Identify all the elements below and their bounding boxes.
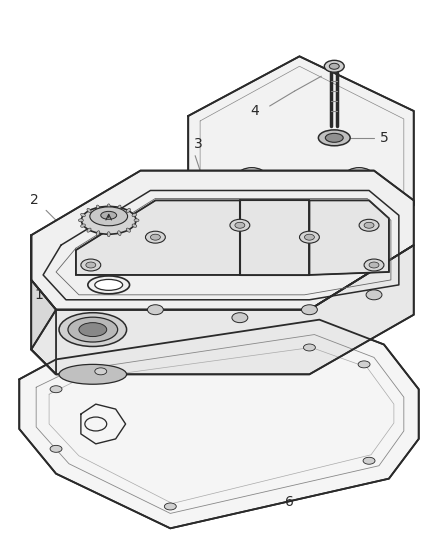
Ellipse shape (118, 231, 121, 236)
Ellipse shape (345, 168, 373, 183)
Ellipse shape (324, 60, 344, 72)
Ellipse shape (96, 231, 100, 236)
Ellipse shape (78, 219, 83, 222)
Ellipse shape (59, 365, 127, 384)
Ellipse shape (164, 503, 176, 510)
Ellipse shape (145, 231, 165, 243)
Text: 4: 4 (251, 104, 259, 118)
Ellipse shape (358, 361, 370, 368)
Text: 6: 6 (285, 495, 294, 508)
Ellipse shape (87, 228, 91, 232)
Ellipse shape (68, 317, 118, 342)
Ellipse shape (238, 168, 266, 183)
Ellipse shape (86, 262, 96, 268)
Ellipse shape (369, 262, 379, 268)
Ellipse shape (244, 171, 260, 180)
Ellipse shape (351, 171, 367, 180)
Ellipse shape (59, 313, 127, 346)
Ellipse shape (107, 204, 110, 209)
Ellipse shape (329, 63, 339, 69)
Text: 5: 5 (380, 131, 389, 145)
Ellipse shape (50, 446, 62, 453)
Ellipse shape (148, 305, 163, 314)
Ellipse shape (50, 386, 62, 393)
Ellipse shape (325, 133, 343, 142)
Ellipse shape (81, 206, 136, 234)
Ellipse shape (318, 130, 350, 146)
Ellipse shape (364, 259, 384, 271)
Ellipse shape (359, 219, 379, 231)
Polygon shape (240, 200, 309, 275)
Ellipse shape (300, 231, 319, 243)
Ellipse shape (134, 219, 139, 222)
Ellipse shape (304, 234, 314, 240)
Ellipse shape (364, 222, 374, 228)
Polygon shape (76, 200, 240, 275)
Polygon shape (188, 56, 414, 260)
Ellipse shape (235, 222, 245, 228)
Ellipse shape (126, 208, 131, 213)
Ellipse shape (366, 290, 382, 300)
Ellipse shape (95, 368, 107, 375)
Ellipse shape (81, 224, 85, 227)
Polygon shape (31, 235, 56, 374)
Ellipse shape (101, 212, 117, 219)
Ellipse shape (301, 305, 318, 314)
Polygon shape (31, 171, 414, 310)
Ellipse shape (232, 313, 248, 322)
Ellipse shape (96, 205, 100, 210)
Ellipse shape (81, 213, 85, 216)
Text: 2: 2 (30, 193, 39, 207)
Ellipse shape (230, 219, 250, 231)
Ellipse shape (118, 205, 121, 210)
Polygon shape (309, 200, 389, 275)
Ellipse shape (95, 279, 123, 290)
Ellipse shape (90, 207, 127, 226)
Ellipse shape (363, 457, 375, 464)
Ellipse shape (126, 228, 131, 232)
Text: 3: 3 (194, 137, 202, 151)
Ellipse shape (81, 259, 101, 271)
Polygon shape (19, 320, 419, 528)
Ellipse shape (132, 213, 137, 216)
Ellipse shape (88, 276, 130, 294)
Text: 1: 1 (35, 288, 44, 302)
Ellipse shape (132, 224, 137, 227)
Ellipse shape (79, 322, 107, 336)
Polygon shape (31, 245, 414, 374)
Ellipse shape (304, 344, 315, 351)
Ellipse shape (150, 234, 160, 240)
Ellipse shape (87, 208, 91, 213)
Ellipse shape (107, 232, 110, 237)
